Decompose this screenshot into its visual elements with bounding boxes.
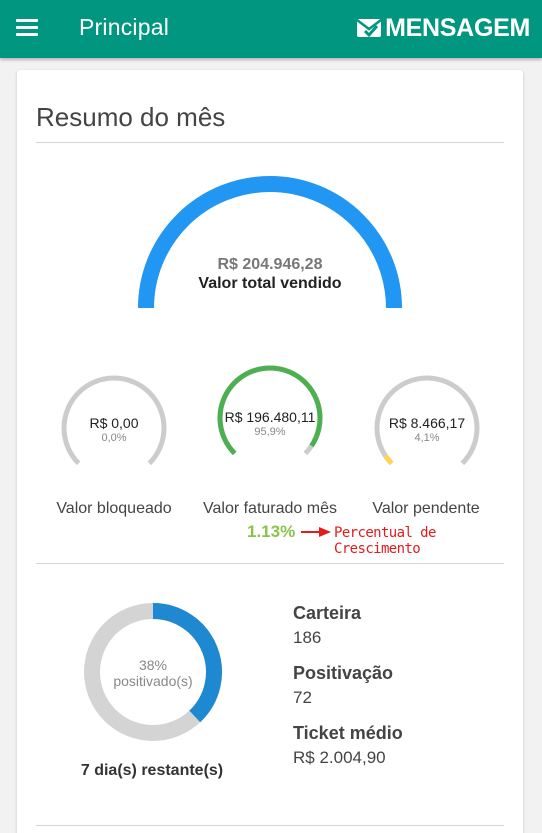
stat-title-ticket-medio: Ticket médio — [293, 723, 403, 743]
app-bar: Principal MENSAGEM — [0, 0, 542, 58]
stat-value-ticket-medio: R$ 2.004,90 — [293, 748, 386, 767]
donut-percent: 38% — [138, 657, 168, 673]
days-remaining: 7 dia(s) restante(s) — [80, 762, 224, 779]
positivation-donut — [84, 603, 222, 741]
stat-title-positivacao: Positivação — [293, 663, 394, 683]
pending-value-label: Valor pendente — [372, 500, 480, 517]
logo-text: MENSAGEM — [385, 13, 530, 42]
total-sold-label: Valor total vendido — [198, 275, 342, 292]
brand-logo: MENSAGEM — [356, 12, 530, 44]
envelope-check-icon — [356, 19, 382, 38]
blocked-value-amount: R$ 0,00 — [89, 415, 139, 431]
summary-title: Resumo do mês — [36, 102, 226, 132]
blocked-value-label: Valor bloqueado — [56, 500, 172, 517]
total-sold-value: R$ 204.946,28 — [217, 256, 323, 273]
blocked-value-gauge: R$ 0,00 0,0% — [54, 373, 174, 483]
pending-value-percent: 4,1% — [414, 432, 440, 444]
divider — [36, 563, 504, 564]
billed-month-gauge: R$ 196.480,11 95,9% — [210, 363, 330, 473]
hamburger-menu-icon[interactable] — [14, 17, 40, 39]
stat-value-positivacao: 72 — [293, 688, 312, 707]
stat-title-carteira: Carteira — [293, 603, 362, 623]
divider — [36, 825, 504, 826]
summary-card: Resumo do mês R$ 204.946,28 Valor total … — [17, 70, 523, 833]
billed-month-label: Valor faturado mês — [203, 500, 337, 517]
total-sold-gauge — [138, 176, 402, 309]
blocked-value-percent: 0,0% — [101, 432, 127, 444]
growth-note: Percentual de Crescimento — [334, 525, 436, 557]
stat-value-carteira: 186 — [293, 628, 322, 647]
pending-value-gauge-arc — [383, 454, 394, 466]
billed-month-percent: 95,9% — [254, 426, 286, 438]
positivation-donut-arc — [152, 603, 222, 723]
divider — [36, 142, 504, 143]
pending-value-gauge: R$ 8.466,17 4,1% — [367, 373, 487, 483]
billed-month-amount: R$ 196.480,11 — [224, 409, 316, 425]
donut-label: positivado(s) — [113, 673, 193, 689]
page-title: Principal — [79, 14, 170, 40]
arrow-right-icon — [301, 527, 331, 537]
billed-month-gauge-arc — [217, 365, 323, 456]
growth-percent: 1.13% — [247, 522, 296, 541]
pending-value-amount: R$ 8.466,17 — [388, 415, 466, 431]
total-sold-gauge-arc — [138, 176, 402, 309]
